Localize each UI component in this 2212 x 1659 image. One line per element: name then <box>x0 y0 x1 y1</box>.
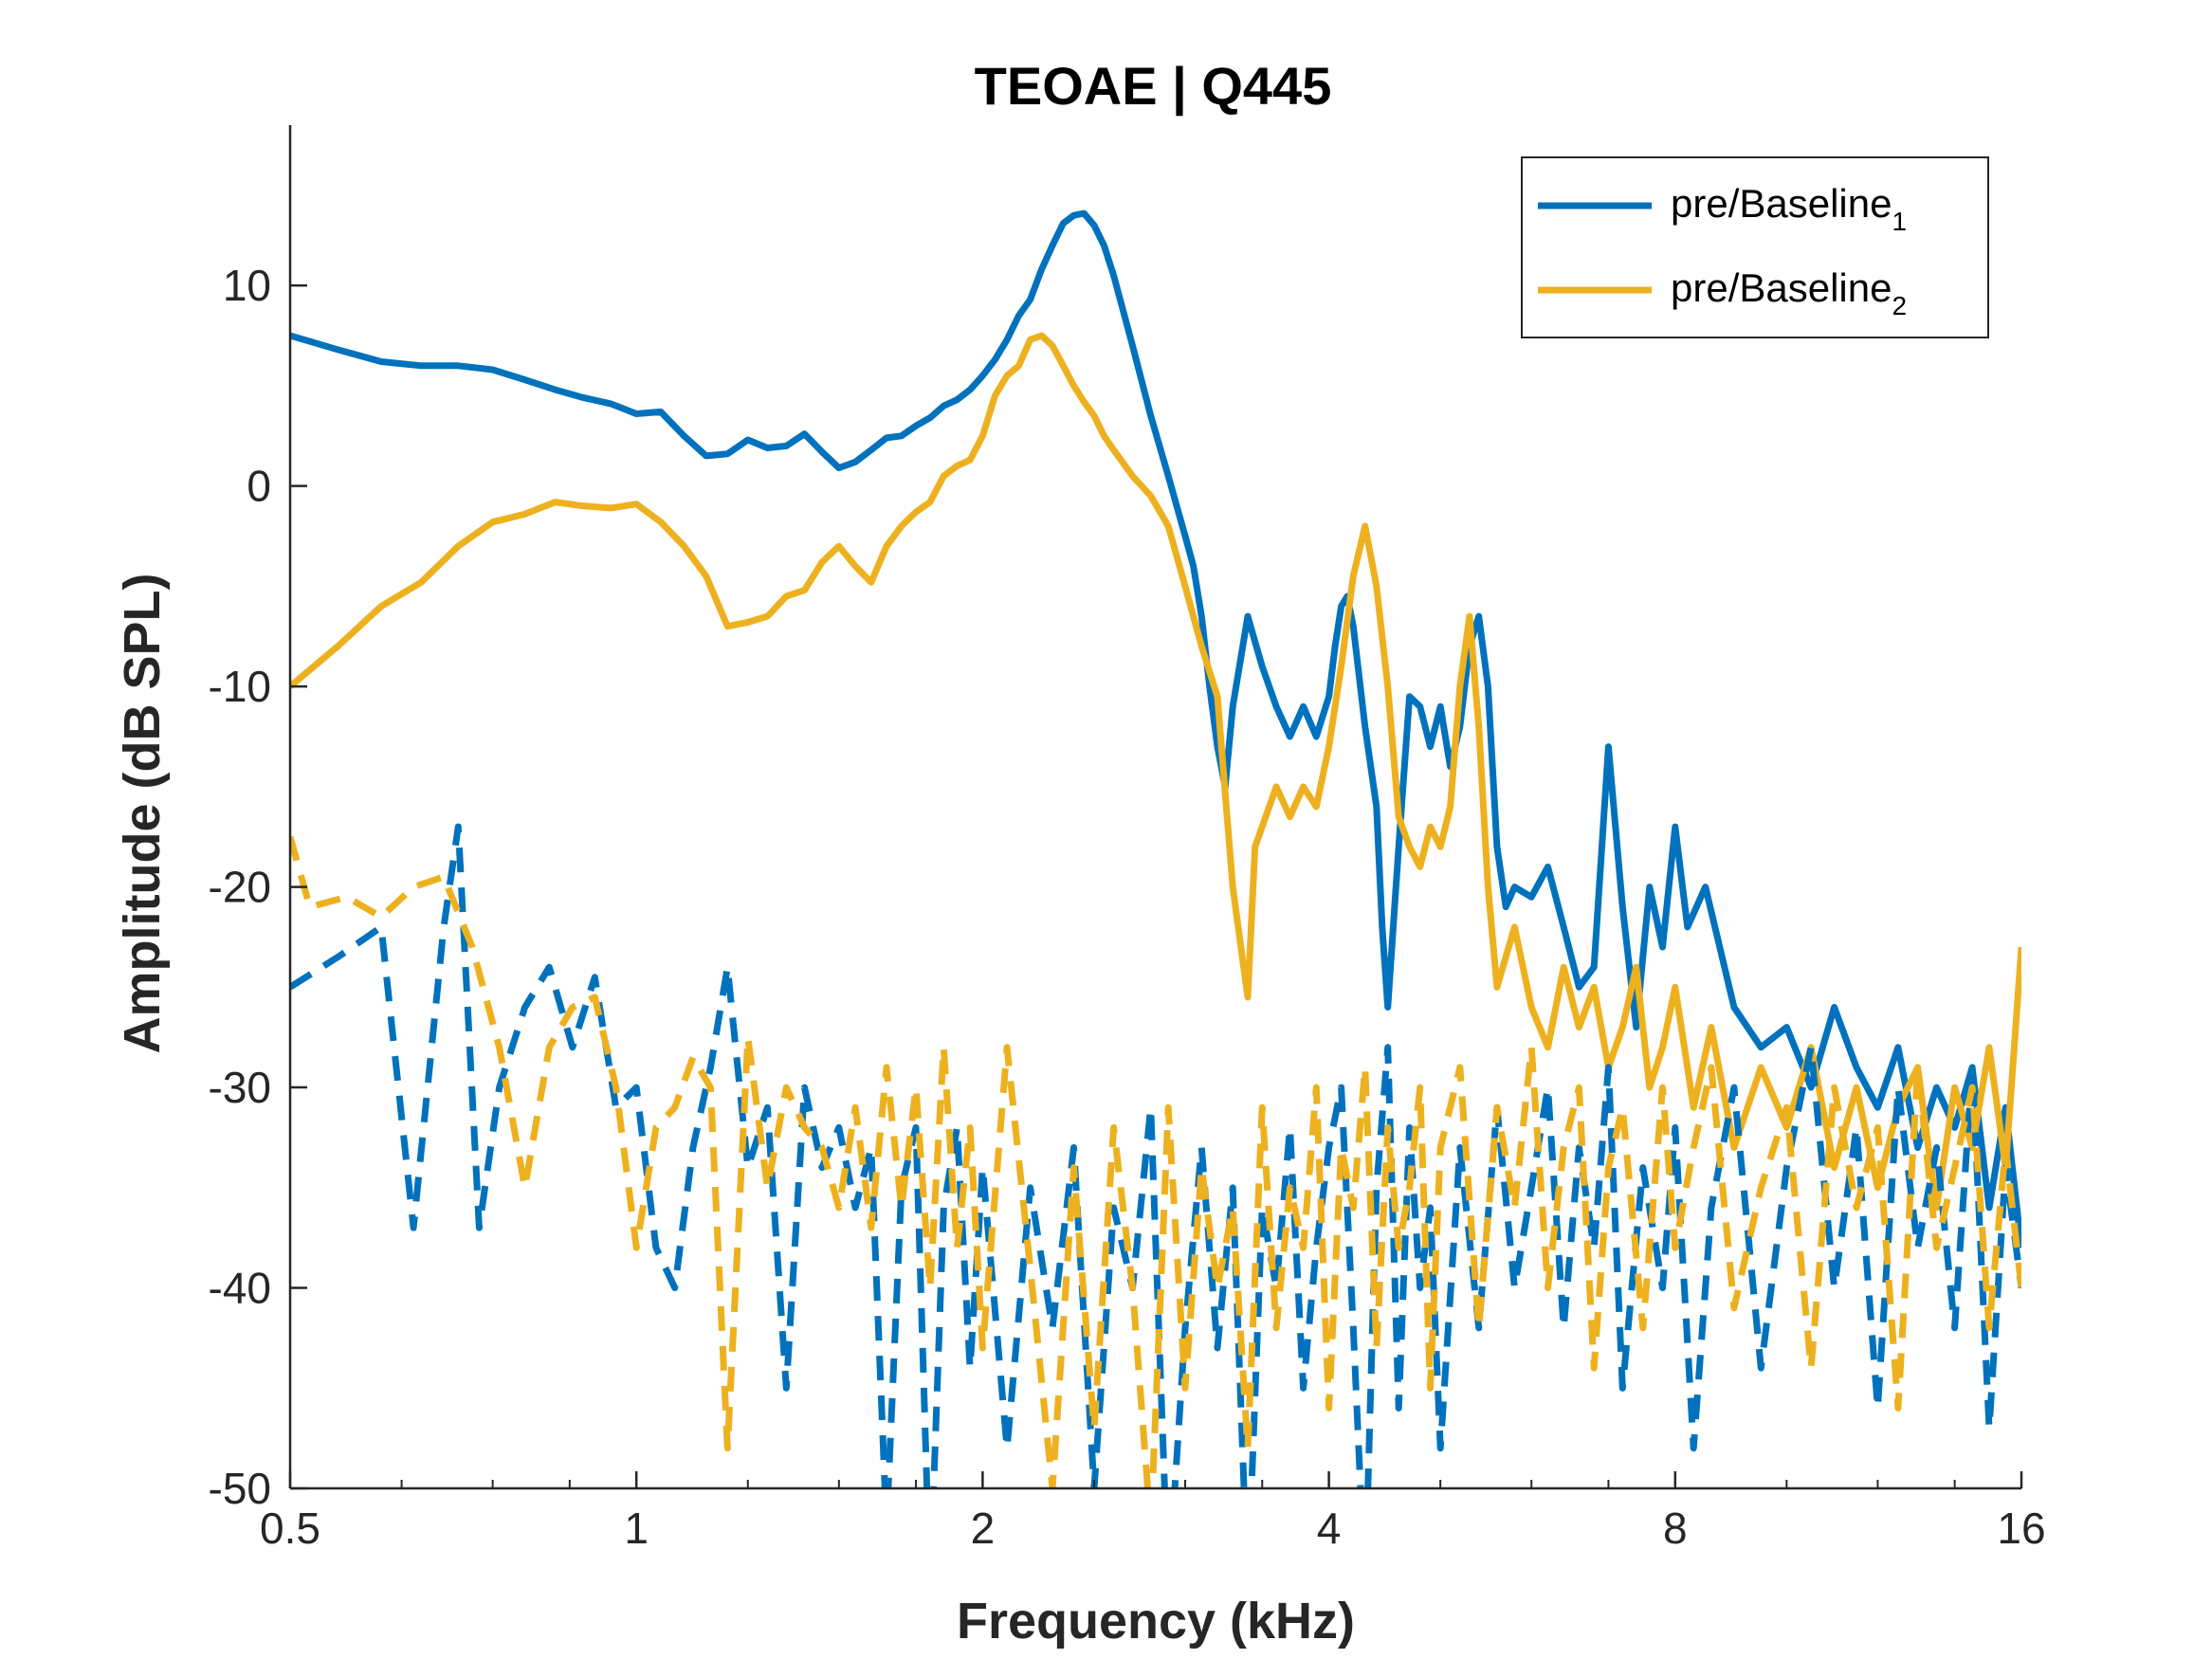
axes <box>288 125 2023 1490</box>
legend-entry-1: pre/Baseline1 <box>1671 181 1907 236</box>
legend-entry-2: pre/Baseline2 <box>1671 265 1907 320</box>
series-layer <box>290 210 2021 1488</box>
chart-title: TEOAE | Q445 <box>975 56 1332 117</box>
series-line-4-dashed <box>290 835 2021 1488</box>
legend-box <box>1521 156 1989 338</box>
series-line-2-solid <box>290 332 2021 1212</box>
x-tick-label: 1 <box>624 1504 649 1553</box>
y-tick-label: 10 <box>223 261 271 310</box>
y-tick-label: -50 <box>209 1464 271 1513</box>
x-tick-label: 16 <box>1997 1504 2045 1553</box>
x-tick-label: 2 <box>971 1504 996 1553</box>
y-tick-label: -10 <box>209 662 271 711</box>
x-tick-label: 8 <box>1663 1504 1688 1553</box>
legend: pre/Baseline1 pre/Baseline2 <box>1521 156 1989 338</box>
x-axis-label: Frequency (kHz) <box>957 1593 1355 1650</box>
x-tick-label: 0.5 <box>260 1504 320 1553</box>
x-tick-label: 4 <box>1317 1504 1342 1553</box>
series-line-3-dashed <box>290 823 2021 1488</box>
y-axis-label: Amplitude (dB SPL) <box>114 574 171 1054</box>
tick-labels: 0.5 1 2 4 8 16 10 0 -10 -20 -30 -40 -50 <box>209 261 2046 1553</box>
series-line-1-solid <box>290 210 2021 1249</box>
y-tick-label: 0 <box>247 462 271 511</box>
y-tick-label: -20 <box>209 863 271 912</box>
y-tick-label: -30 <box>209 1063 271 1112</box>
y-tick-label: -40 <box>209 1264 271 1313</box>
